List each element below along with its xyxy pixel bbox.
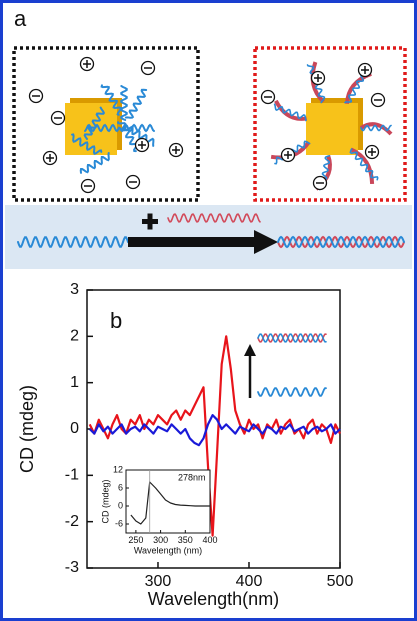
icon-duplex-red [257, 333, 327, 343]
y-axis-title: CD (mdeg) [100, 479, 110, 523]
icon-duplex-blue [257, 333, 327, 343]
strand [349, 148, 379, 181]
y-tick-label: -2 [65, 513, 79, 530]
x-axis-title: Wavelength(nm) [148, 589, 279, 609]
strand [360, 124, 392, 132]
x-tick-label: 400 [236, 573, 263, 590]
x-tick-label: 350 [178, 535, 193, 545]
x-tick-label: 300 [153, 535, 168, 545]
strand-red [350, 147, 375, 185]
strand [79, 151, 110, 174]
y-tick-label: -1 [65, 467, 79, 484]
y-tick-label: 0 [118, 500, 123, 510]
x-tick-label: 400 [202, 535, 217, 545]
y-tick-label: -6 [115, 518, 123, 528]
duplex-red [277, 235, 405, 249]
y-tick-label: 2 [70, 328, 79, 345]
duplex-blue [277, 235, 405, 249]
strand [71, 133, 103, 155]
x-tick-label: 300 [145, 573, 172, 590]
ssdna [17, 236, 129, 248]
x-tick-label: 500 [327, 573, 354, 590]
complement [167, 213, 261, 223]
strand [124, 124, 155, 147]
series-line [130, 481, 210, 525]
series-line [88, 414, 341, 447]
strand [120, 85, 128, 121]
strand [100, 84, 122, 116]
y-tick-label: 3 [70, 281, 79, 298]
arrow-shaft [128, 237, 256, 247]
strand [124, 88, 148, 119]
y-tick-label: 0 [70, 420, 79, 437]
x-tick-label: 250 [128, 535, 143, 545]
peak-annotation: 278nm [178, 472, 206, 482]
panel-label: b [110, 308, 122, 333]
strand [84, 123, 120, 133]
strand-red [274, 99, 308, 121]
strand [83, 106, 106, 140]
icon-arrow-head [244, 344, 256, 356]
left-box [12, 46, 200, 202]
y-tick-label: 12 [113, 464, 123, 474]
y-tick-label: 6 [118, 482, 123, 492]
y-axis-title: CD (mdeg) [17, 385, 37, 473]
diagram-art [17, 56, 405, 397]
x-axis-title: Wavelength (nm) [134, 545, 202, 555]
right-box [253, 46, 407, 202]
plus-v [147, 213, 153, 230]
strand-red [310, 61, 325, 104]
y-tick-label: -3 [65, 559, 79, 576]
nanocube [306, 103, 358, 155]
y-tick-label: 1 [70, 374, 79, 391]
strand-red [359, 122, 393, 136]
arrow-head [254, 230, 278, 254]
panel-label: a [14, 6, 27, 31]
icon-ssdna [257, 387, 327, 397]
strand [273, 103, 307, 122]
